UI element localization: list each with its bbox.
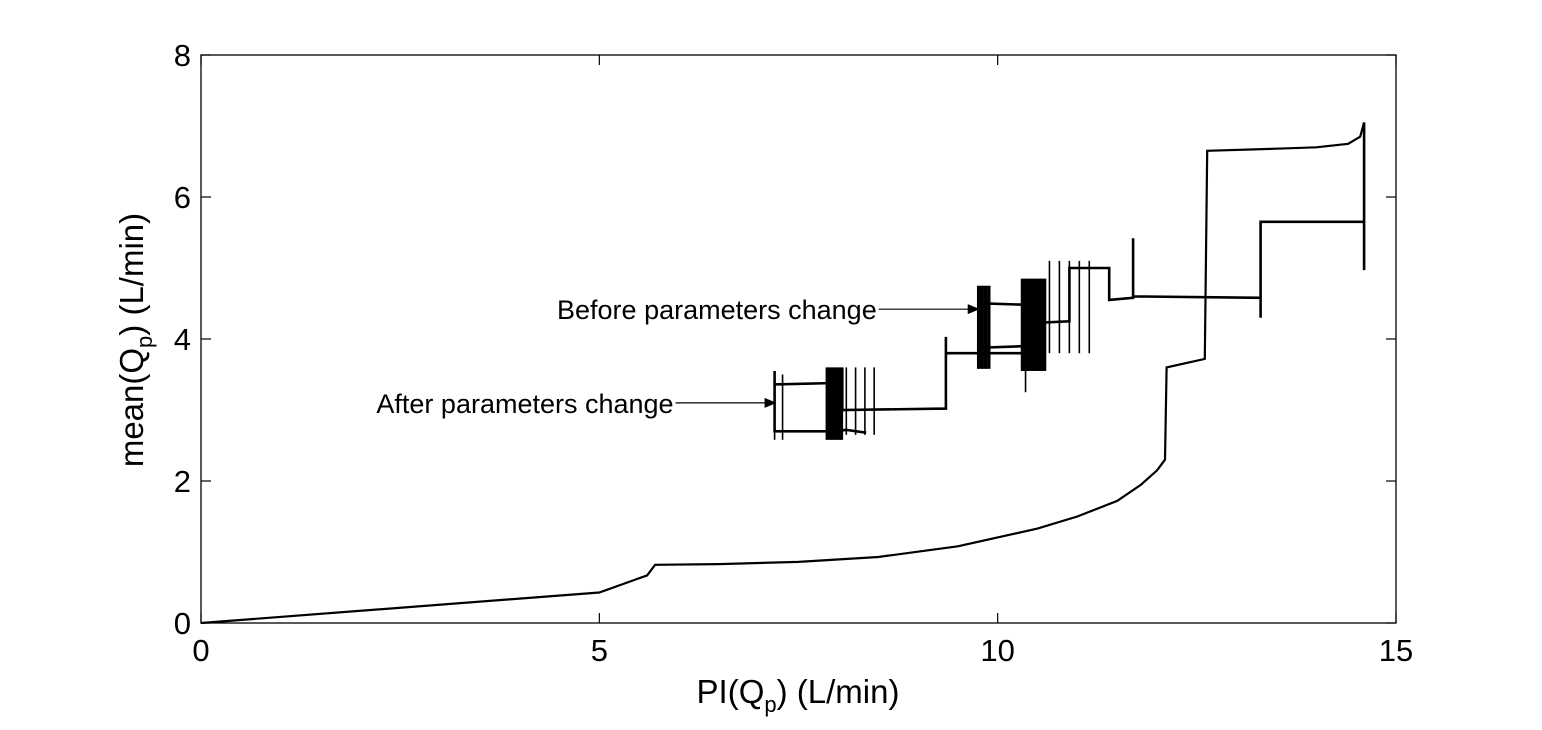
x-tick-labels: 0 5 10 15 xyxy=(192,633,1413,668)
x-tick-label: 5 xyxy=(591,633,608,668)
y-tick-label: 4 xyxy=(174,322,191,357)
annotation-arrowhead xyxy=(967,304,980,315)
y-axis-label: mean(Qp) (L/min) xyxy=(113,213,157,467)
annotation-text: After parameters change xyxy=(376,389,673,419)
data-series xyxy=(200,122,1366,625)
annotations: Before parameters change After parameters… xyxy=(376,295,980,419)
y-tick-labels: 0 2 4 6 8 xyxy=(174,38,191,641)
axis-ticks xyxy=(200,54,1397,624)
annotation: Before parameters change xyxy=(557,295,980,325)
y-tick-label: 0 xyxy=(174,606,191,641)
y-tick-label: 6 xyxy=(174,180,191,215)
x-tick-label: 0 xyxy=(192,633,209,668)
x-tick-label: 15 xyxy=(1379,633,1413,668)
oscillation-bands xyxy=(773,260,1091,440)
x-axis-label: PI(Qp) (L/min) xyxy=(697,673,900,717)
plot-area xyxy=(200,54,1397,624)
annotation-arrowhead xyxy=(764,397,777,408)
series-line-1 xyxy=(200,122,1366,625)
annotation: After parameters change xyxy=(376,389,777,419)
annotation-text: Before parameters change xyxy=(557,295,877,325)
y-tick-label: 8 xyxy=(174,38,191,73)
x-tick-label: 10 xyxy=(980,633,1014,668)
series-line-2 xyxy=(773,122,1366,434)
y-tick-label: 2 xyxy=(174,464,191,499)
